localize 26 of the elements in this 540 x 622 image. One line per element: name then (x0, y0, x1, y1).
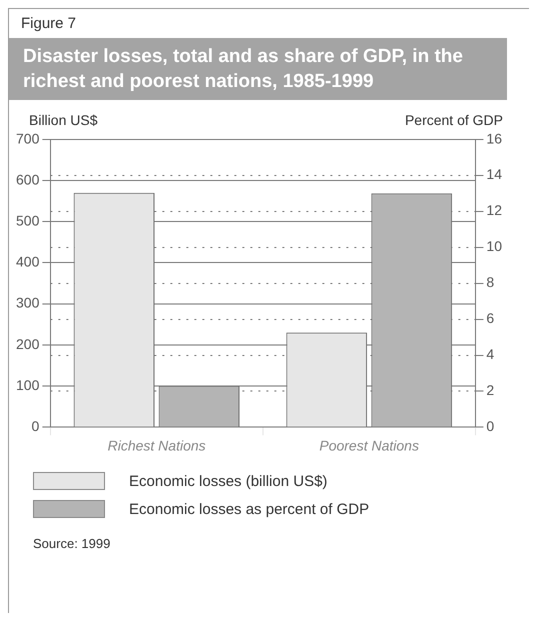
y2-tick-label: 2 (486, 382, 494, 398)
y-tick-label: 700 (16, 130, 40, 146)
y2-tick-label: 6 (486, 310, 494, 326)
y-tick-label: 0 (32, 418, 40, 434)
y2-tick-label: 16 (486, 130, 502, 146)
y-axis-title: Billion US$ (29, 112, 98, 128)
y-tick-label: 400 (16, 254, 40, 270)
caption: Figure 7 (20, 14, 78, 34)
y2-tick-label: 10 (486, 238, 502, 254)
x-tick-label: Richest Nations (108, 437, 206, 454)
y2-tick-label: 14 (486, 166, 502, 182)
y-tick-label: 500 (16, 212, 40, 228)
y-tick-label: 200 (16, 336, 40, 352)
chart-title: Disaster losses, total and as share of GDP, in the richest and poorest nations, 1985-1999 (9, 38, 507, 100)
legend-label: Economic losses as percent of GDP (129, 500, 370, 518)
x-tick-label: Poorest Nations (319, 437, 419, 454)
y2-tick-label: 4 (486, 346, 494, 362)
y2-tick-label: 12 (486, 202, 502, 218)
y-tick-label: 600 (16, 171, 40, 188)
legend-label: Economic losses (billion US$) (129, 472, 328, 490)
y2-tick-label: 0 (486, 418, 494, 434)
y-tick-label: 100 (16, 376, 40, 393)
source-note: Source: 1999 (32, 535, 112, 551)
y2-axis-title: Percent of GDP (404, 112, 503, 128)
y2-tick-label: 8 (486, 274, 494, 290)
y-tick-label: 300 (16, 294, 40, 311)
